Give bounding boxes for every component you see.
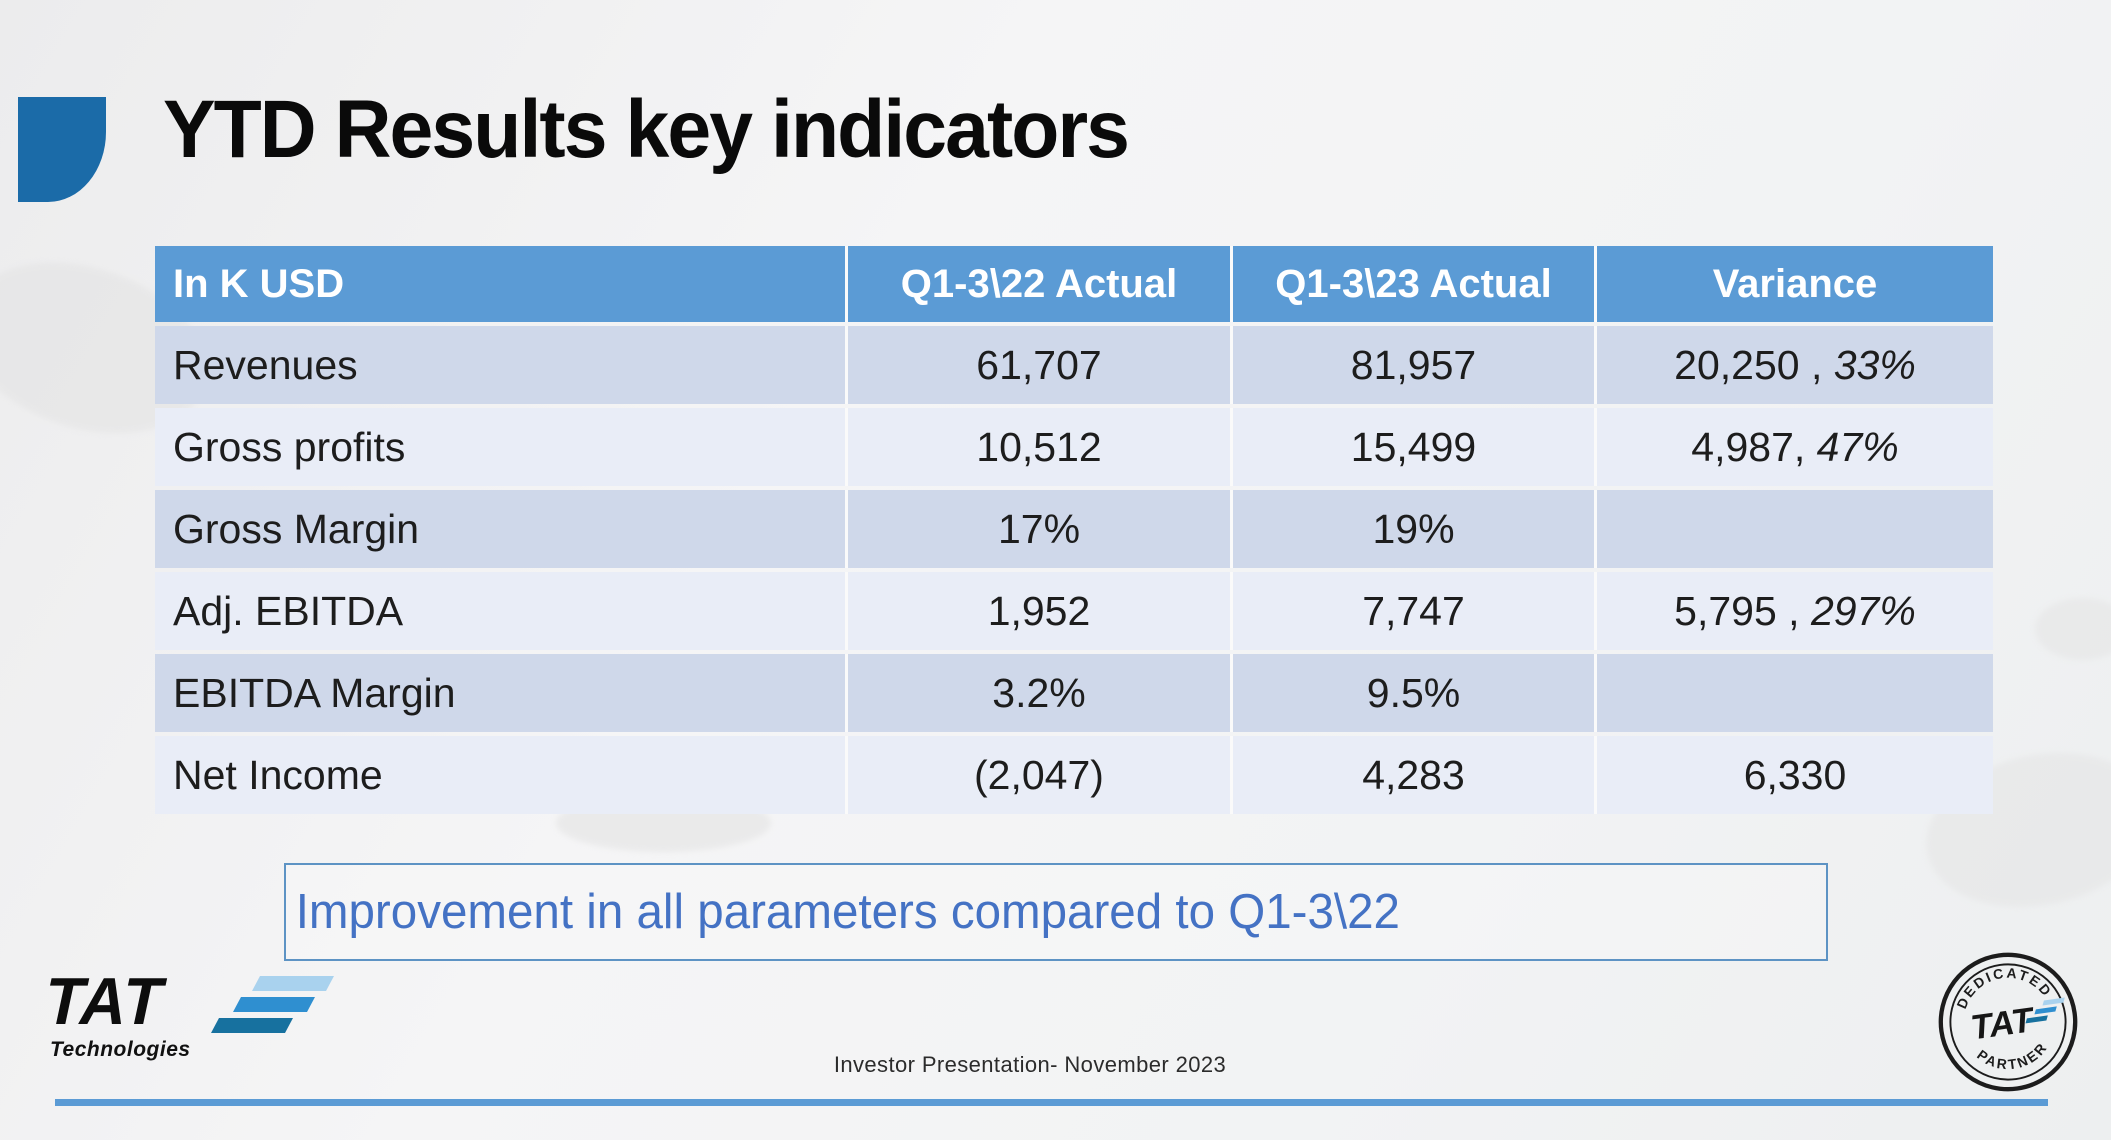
table-row: Net Income (2,047) 4,283 6,330 xyxy=(155,736,1993,814)
header-variance: Variance xyxy=(1594,246,1993,322)
table-row: Revenues 61,707 81,957 20,250 , 33% xyxy=(155,326,1993,404)
q23-value: 9.5% xyxy=(1230,654,1594,732)
tat-logo-stripe-light xyxy=(252,976,334,991)
page-title: YTD Results key indicators xyxy=(163,84,1130,175)
variance-value: 5,795 , xyxy=(1674,587,1811,634)
variance-percent: 297% xyxy=(1810,587,1916,634)
row-label: Adj. EBITDA xyxy=(155,572,845,650)
row-label: Gross profits xyxy=(155,408,845,486)
footer-caption: Investor Presentation- November 2023 xyxy=(833,1052,1227,1077)
variance-cell xyxy=(1594,654,1993,732)
q22-value: 17% xyxy=(845,490,1230,568)
dedicated-partner-stamp: DEDICATED PARTNER TAT xyxy=(1927,941,2090,1104)
bottom-accent-line xyxy=(55,1099,2048,1106)
results-table-body: Revenues 61,707 81,957 20,250 , 33% Gross pr… xyxy=(155,326,1993,814)
tat-logo-stripe-mid xyxy=(233,997,315,1012)
variance-percent: 33% xyxy=(1833,341,1916,388)
corner-accent-shape xyxy=(18,97,106,202)
row-label: Revenues xyxy=(155,326,845,404)
table-row: EBITDA Margin 3.2% 9.5% xyxy=(155,654,1993,732)
header-q1-3-22-actual: Q1-3\22 Actual xyxy=(845,246,1230,322)
variance-percent: 47% xyxy=(1816,423,1899,470)
q22-value: 1,952 xyxy=(845,572,1230,650)
header-q1-3-23-actual: Q1-3\23 Actual xyxy=(1230,246,1594,322)
row-label: EBITDA Margin xyxy=(155,654,845,732)
variance-value: 6,330 xyxy=(1743,751,1847,798)
tat-logo: TAT Technologies xyxy=(38,964,334,1074)
map-watermark-shape xyxy=(2035,598,2111,660)
variance-cell: 20,250 , 33% xyxy=(1594,326,1993,404)
stamp-swoosh xyxy=(2025,997,2065,1024)
q22-value: 10,512 xyxy=(845,408,1230,486)
q23-value: 7,747 xyxy=(1230,572,1594,650)
tat-logo-subtitle: Technologies xyxy=(50,1038,191,1061)
callout-text: Improvement in all parameters compared t… xyxy=(295,885,1400,939)
tat-logo-wordmark: TAT xyxy=(38,963,172,1039)
table-row: Gross profits 10,512 15,499 4,987, 47% xyxy=(155,408,1993,486)
results-table: In K USD Q1-3\22 Actual Q1-3\23 Actual V… xyxy=(155,242,1993,818)
variance-value: 4,987, xyxy=(1691,423,1817,470)
table-row: Gross Margin 17% 19% xyxy=(155,490,1993,568)
stamp-graphic: DEDICATED PARTNER TAT xyxy=(1938,952,2078,1092)
variance-cell: 6,330 xyxy=(1594,736,1993,814)
stamp-brand-text: TAT xyxy=(1968,1001,2038,1048)
tat-logo-stripe-dark xyxy=(211,1018,293,1033)
variance-value: 20,250 , xyxy=(1674,341,1834,388)
q22-value: 61,707 xyxy=(845,326,1230,404)
variance-cell: 5,795 , 297% xyxy=(1594,572,1993,650)
variance-cell: 4,987, 47% xyxy=(1594,408,1993,486)
table-row: Adj. EBITDA 1,952 7,747 5,795 , 297% xyxy=(155,572,1993,650)
stamp-outer-ring xyxy=(1938,952,2078,1092)
callout-box: Improvement in all parameters compared t… xyxy=(284,863,1828,961)
q23-value: 81,957 xyxy=(1230,326,1594,404)
q22-value: 3.2% xyxy=(845,654,1230,732)
stamp-inner-ring xyxy=(1949,963,2067,1081)
q23-value: 15,499 xyxy=(1230,408,1594,486)
q23-value: 4,283 xyxy=(1230,736,1594,814)
q22-value: (2,047) xyxy=(845,736,1230,814)
row-label: Net Income xyxy=(155,736,845,814)
header-in-k-usd: In K USD xyxy=(155,246,845,322)
variance-cell xyxy=(1594,490,1993,568)
table-header-row: In K USD Q1-3\22 Actual Q1-3\23 Actual V… xyxy=(155,246,1993,322)
row-label: Gross Margin xyxy=(155,490,845,568)
q23-value: 19% xyxy=(1230,490,1594,568)
